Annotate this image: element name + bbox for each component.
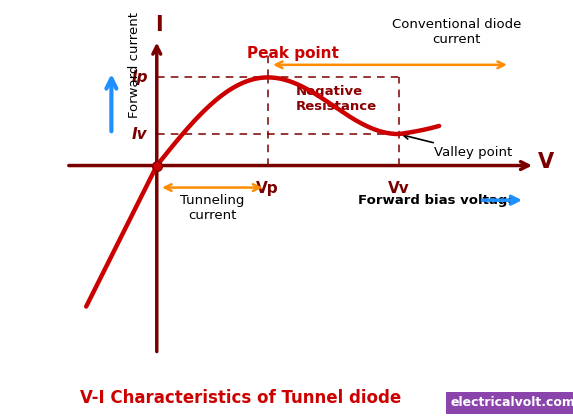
Text: Negative
Resistance: Negative Resistance <box>296 85 376 113</box>
Text: Vp: Vp <box>256 181 279 196</box>
Text: Valley point: Valley point <box>403 134 512 159</box>
Text: V: V <box>537 152 554 172</box>
Text: I: I <box>155 15 163 35</box>
Text: Conventional diode
current: Conventional diode current <box>392 18 521 46</box>
Text: Peak point: Peak point <box>247 46 339 61</box>
Text: Forward bias voltage: Forward bias voltage <box>359 193 517 207</box>
Text: Vv: Vv <box>388 181 410 196</box>
Text: Ip: Ip <box>131 70 148 85</box>
Text: Iv: Iv <box>132 127 148 141</box>
Text: Forward current: Forward current <box>128 13 140 118</box>
Text: Tunneling
current: Tunneling current <box>180 194 245 222</box>
Text: electricalvolt.com: electricalvolt.com <box>450 397 573 409</box>
Text: V-I Characteristics of Tunnel diode: V-I Characteristics of Tunnel diode <box>80 389 401 407</box>
